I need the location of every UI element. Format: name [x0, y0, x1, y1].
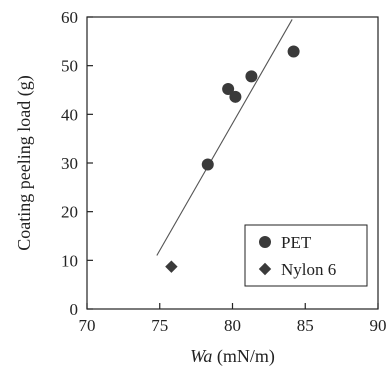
x-tick-label: 70	[79, 316, 96, 335]
x-axis-title: Wa (mN/m)	[190, 346, 275, 367]
y-tick-label: 30	[61, 154, 78, 173]
pet-point	[229, 90, 242, 103]
y-tick-label: 40	[61, 105, 78, 124]
y-tick-label: 20	[61, 203, 78, 222]
y-tick-label: 50	[61, 57, 78, 76]
x-tick-label: 75	[151, 316, 168, 335]
legend-marker	[259, 236, 271, 248]
x-axis-title-variable: Wa	[190, 346, 212, 366]
x-axis-ticks: 70 75 80 85 90	[79, 303, 387, 335]
y-tick-label: 60	[61, 8, 78, 27]
regression-line-layer	[156, 19, 293, 256]
legend-items: PET Nylon 6	[258, 233, 336, 279]
y-axis-title: Coating peeling load (g)	[14, 75, 35, 250]
y-axis-ticks: 0 10 20 30 40 50 60	[61, 8, 93, 319]
x-axis-title-unit: (mN/m)	[212, 346, 275, 367]
legend-label: Nylon 6	[281, 260, 336, 279]
pet-point	[222, 83, 235, 96]
x-tick-label: 90	[370, 316, 387, 335]
legend: PET Nylon 6	[244, 224, 368, 287]
x-tick-label: 80	[224, 316, 241, 335]
legend-label: PET	[281, 233, 312, 252]
y-tick-label: 0	[70, 300, 79, 319]
legend-marker	[258, 262, 272, 276]
pet-point	[245, 70, 258, 83]
nylon-6-point	[165, 260, 178, 273]
regression-line	[156, 19, 293, 256]
y-tick-label: 10	[61, 251, 78, 270]
pet-point	[201, 158, 214, 171]
data-points-layer	[165, 45, 300, 273]
x-tick-label: 85	[297, 316, 314, 335]
pet-point	[287, 45, 300, 58]
legend-box	[244, 224, 368, 287]
